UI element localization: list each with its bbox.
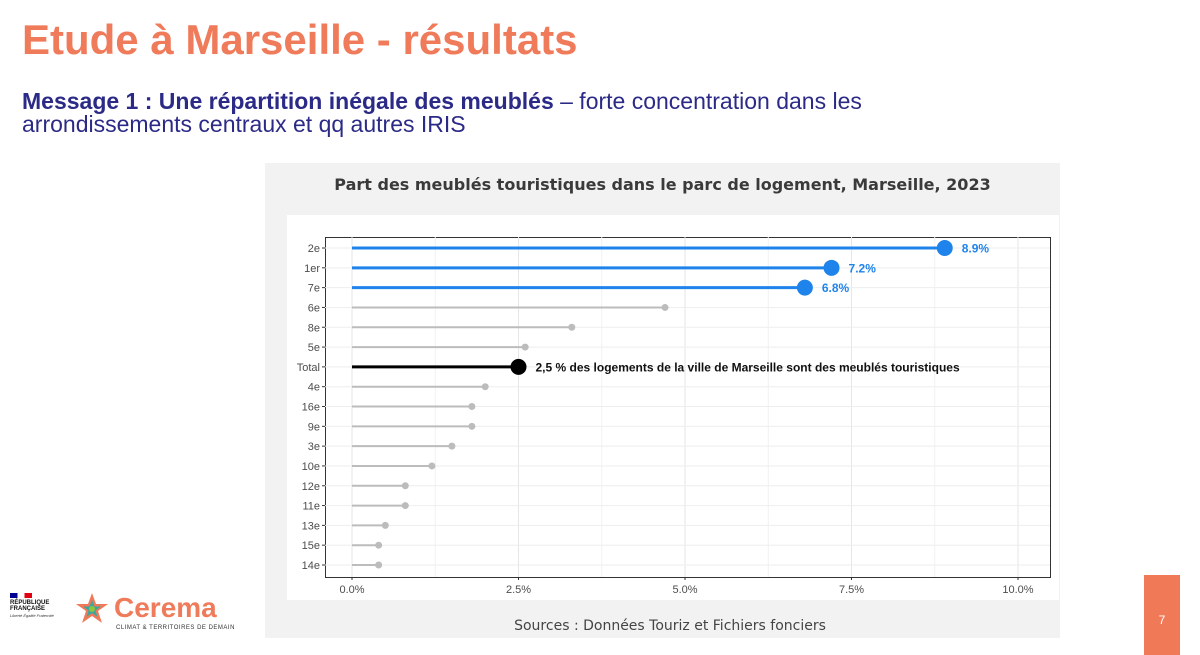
lollipop-dot bbox=[375, 561, 383, 569]
lollipop-dot bbox=[510, 358, 527, 375]
y-tick-label: 3e bbox=[308, 441, 320, 453]
cerema-star-icon bbox=[76, 593, 108, 623]
y-tick-label: 9e bbox=[308, 421, 320, 433]
republique-motto: Liberté Égalité Fraternité bbox=[10, 613, 54, 618]
y-tick-label: 15e bbox=[302, 540, 320, 552]
y-tick-label: 13e bbox=[302, 520, 320, 532]
lollipop-dot bbox=[481, 383, 489, 391]
chart-title: Part des meublés touristiques dans le pa… bbox=[334, 175, 991, 194]
marianne-flag-icon bbox=[10, 593, 32, 598]
lollipop-dot bbox=[401, 502, 409, 510]
value-label: 7.2% bbox=[849, 261, 877, 275]
y-tick-label: 10e bbox=[302, 461, 320, 473]
y-tick-label: 14e bbox=[302, 560, 320, 572]
y-tick-label: 8e bbox=[308, 322, 320, 334]
x-tick-label: 5.0% bbox=[672, 584, 697, 596]
cerema-name: Cerema bbox=[114, 592, 217, 623]
y-tick-label: 12e bbox=[302, 481, 320, 493]
lollipop-dot bbox=[936, 240, 953, 256]
y-tick-label: 6e bbox=[308, 302, 320, 314]
y-tick-label: 16e bbox=[302, 402, 320, 414]
chart-source: Sources : Données Touriz et Fichiers fon… bbox=[514, 618, 826, 634]
lollipop-dot bbox=[401, 482, 409, 490]
lollipop-dot bbox=[468, 403, 476, 410]
y-axis-ticks: 2e 1er 7e 6e 8e 5e Total 4e 16e 9e 3e 10e 12e 11e 13e 1… bbox=[297, 243, 325, 572]
lollipop-dot bbox=[375, 541, 383, 549]
y-tick-label: Total bbox=[297, 362, 320, 374]
lollipop-dot bbox=[568, 323, 576, 331]
value-label: 8.9% bbox=[962, 242, 990, 256]
y-tick-label: 2e bbox=[308, 243, 320, 255]
lollipop-dot bbox=[823, 259, 840, 276]
republique-francaise-logo: RÉPUBLIQUE FRANÇAISE Liberté Égalité Fra… bbox=[10, 593, 60, 618]
lollipop-dot bbox=[661, 303, 669, 311]
y-tick-label: 1er bbox=[304, 263, 320, 275]
lollipop-dot bbox=[381, 521, 389, 529]
lollipop-dot bbox=[521, 343, 529, 351]
republique-text: RÉPUBLIQUE FRANÇAISE bbox=[10, 600, 50, 612]
lollipop-dots bbox=[375, 240, 953, 569]
slide-message: Message 1 : Une répartition inégale des … bbox=[22, 90, 1022, 136]
x-axis-ticks: 0.0% 2.5% 5.0% 7.5% 10.0% bbox=[339, 577, 1034, 596]
value-labels: 8.9% 7.2% 6.8% 2,5 % des logements de la vi… bbox=[536, 242, 990, 375]
y-tick-label: 5e bbox=[308, 342, 320, 354]
value-label: 2,5 % des logements de la ville de Marse… bbox=[536, 360, 960, 374]
lollipop-dot bbox=[448, 442, 456, 450]
y-tick-label: 11e bbox=[302, 501, 320, 513]
x-tick-label: 10.0% bbox=[1002, 584, 1033, 596]
lollipop-chart: 8.9% 7.2% 6.8% 2,5 % des logements de la vi… bbox=[287, 215, 1059, 600]
lollipop-dot bbox=[468, 422, 476, 430]
x-tick-label: 2.5% bbox=[506, 584, 531, 596]
lollipop-stems bbox=[352, 246, 945, 566]
cerema-logo: Cerema CLIMAT & TERRITOIRES DE DEMAIN bbox=[74, 592, 234, 631]
x-tick-label: 0.0% bbox=[339, 584, 364, 596]
page-number: 7 bbox=[1158, 613, 1166, 627]
y-tick-label: 7e bbox=[308, 283, 320, 295]
value-label: 6.8% bbox=[822, 281, 850, 295]
message-rest: – forte concentration dans les arrondiss… bbox=[22, 88, 862, 137]
slide-title: Etude à Marseille - résultats bbox=[22, 16, 578, 63]
x-tick-label: 7.5% bbox=[839, 584, 864, 596]
message-bold: Message 1 : Une répartition inégale des … bbox=[22, 88, 554, 114]
lollipop-dot bbox=[428, 462, 436, 470]
page-number-box bbox=[1144, 575, 1180, 655]
lollipop-dot bbox=[796, 279, 813, 296]
cerema-tagline: CLIMAT & TERRITOIRES DE DEMAIN bbox=[116, 625, 235, 631]
y-tick-label: 4e bbox=[308, 382, 320, 394]
plot-border bbox=[325, 237, 1051, 578]
